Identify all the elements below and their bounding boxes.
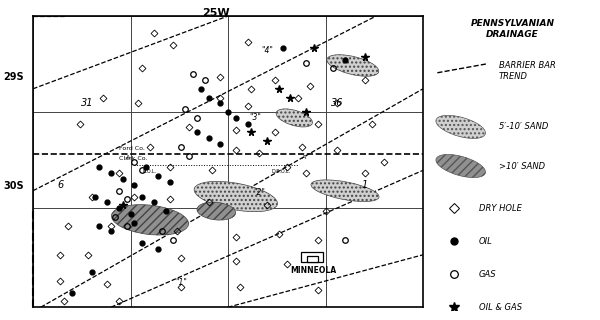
Ellipse shape (276, 109, 313, 127)
Text: 30S: 30S (3, 180, 23, 191)
Text: 31: 31 (82, 98, 94, 108)
Ellipse shape (311, 180, 379, 202)
Text: 6: 6 (57, 180, 64, 190)
Ellipse shape (197, 202, 236, 220)
Ellipse shape (112, 204, 188, 235)
Text: B.O.L.: B.O.L. (142, 169, 157, 174)
Text: DRY HOLE: DRY HOLE (479, 204, 522, 212)
Text: "3": "3" (250, 113, 261, 123)
Text: OIL & GAS: OIL & GAS (479, 303, 522, 312)
Text: MINNEOLA: MINNEOLA (291, 266, 337, 275)
Text: "2": "2" (253, 188, 265, 197)
Text: A': A' (302, 155, 308, 160)
Text: 1: 1 (361, 180, 368, 190)
Text: PENNSYLVANIAN
DRAINAGE: PENNSYLVANIAN DRAINAGE (470, 19, 554, 39)
Bar (307, 256, 317, 262)
Text: BARRIER BAR
TREND: BARRIER BAR TREND (499, 61, 556, 81)
Text: GAS: GAS (479, 270, 497, 279)
Text: 29S: 29S (3, 72, 23, 82)
Text: A: A (126, 155, 131, 160)
Text: "4": "4" (261, 46, 273, 55)
Text: D.E.O.L.: D.E.O.L. (271, 169, 290, 174)
Text: >10′ SAND: >10′ SAND (499, 162, 545, 171)
Text: Clark Co.: Clark Co. (119, 156, 148, 161)
Text: 5′-10′ SAND: 5′-10′ SAND (499, 123, 548, 132)
Ellipse shape (327, 55, 379, 76)
Text: "1": "1" (175, 278, 187, 287)
Ellipse shape (436, 116, 485, 139)
Text: 36: 36 (331, 98, 343, 108)
Bar (301, 252, 323, 262)
Text: OIL: OIL (479, 237, 493, 246)
Ellipse shape (194, 181, 277, 212)
Text: 25W: 25W (202, 8, 230, 18)
Text: Ford Co.: Ford Co. (119, 146, 145, 151)
Ellipse shape (436, 155, 485, 178)
